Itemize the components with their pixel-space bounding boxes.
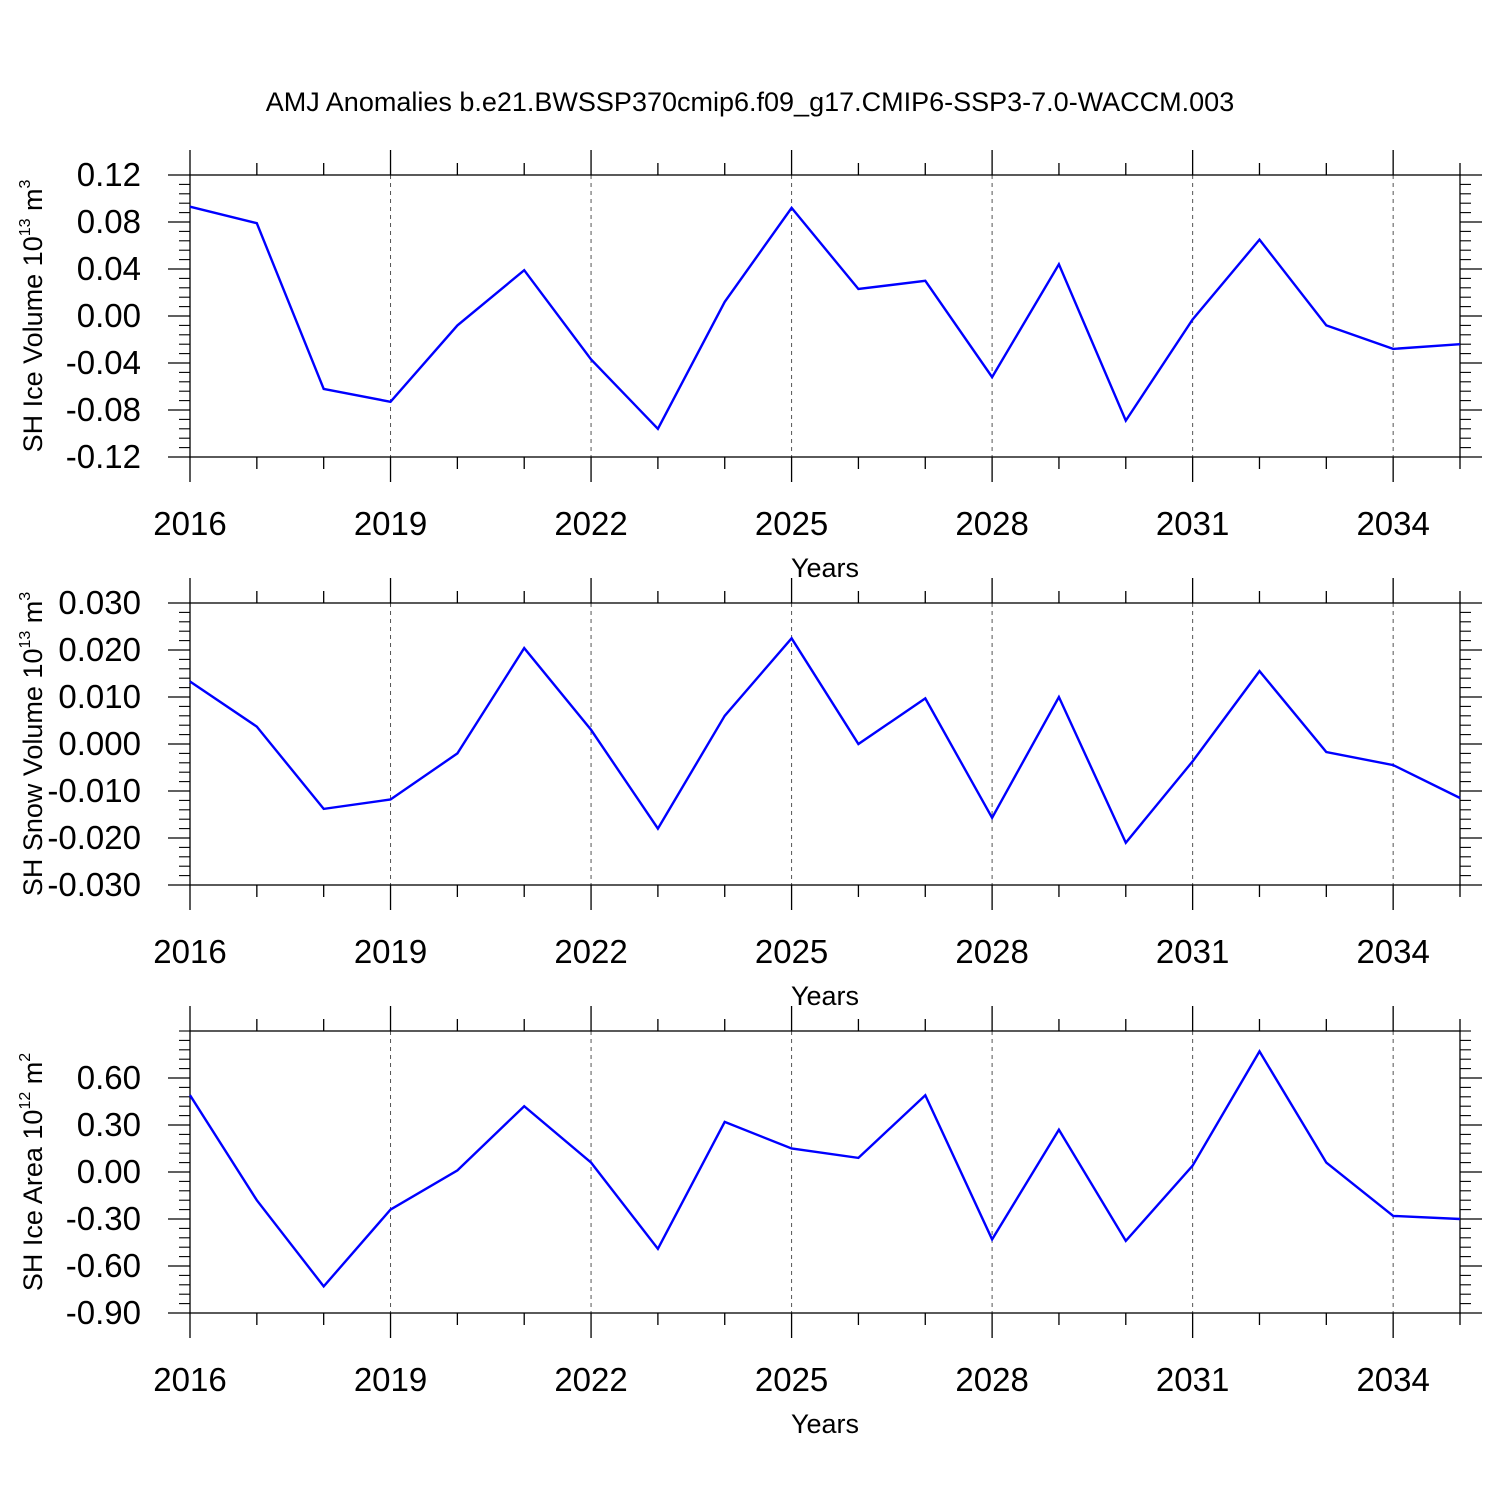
y-tick-label: 0.010 bbox=[58, 678, 141, 715]
plot-frame bbox=[189, 174, 1461, 458]
y-axis-label: SH Snow Volume 1013 m3 bbox=[17, 592, 48, 896]
y-axis-label-part: SH Ice Area 10 bbox=[18, 1110, 48, 1292]
x-tick-label: 2031 bbox=[1156, 505, 1229, 542]
y-tick-label: -0.30 bbox=[66, 1200, 141, 1237]
y-tick-label: -0.030 bbox=[47, 866, 141, 903]
y-axis-label-part: SH Ice Volume 10 bbox=[18, 236, 48, 452]
x-axis-label: Years bbox=[791, 981, 859, 1011]
y-axis-label-superscript: 2 bbox=[17, 1053, 34, 1062]
panel-2: 2016 2019 2022 2025 2028 2031 2034 Years -0.030 -… bbox=[17, 578, 1482, 1011]
y-axis-label-part: SH Snow Volume 10 bbox=[18, 649, 48, 897]
x-tick-label: 2022 bbox=[554, 933, 627, 970]
y-axis-label-part: m bbox=[18, 188, 48, 218]
y-tick-label: -0.020 bbox=[47, 819, 141, 856]
x-tick-label: 2025 bbox=[755, 933, 828, 970]
x-tick-label: 2016 bbox=[153, 1361, 226, 1398]
x-tick-label: 2031 bbox=[1156, 1361, 1229, 1398]
y-axis-label-part: m bbox=[18, 601, 48, 631]
y-axis-label: SH Ice Volume 1013 m3 bbox=[17, 179, 48, 452]
series-line bbox=[189, 205, 1461, 431]
x-tick-label: 2028 bbox=[955, 933, 1028, 970]
x-tick-label: 2025 bbox=[755, 505, 828, 542]
x-tick-label: 2022 bbox=[554, 505, 627, 542]
y-tick-label: 0.30 bbox=[77, 1106, 141, 1143]
y-tick-label: 0.030 bbox=[58, 584, 141, 621]
panel-3: 2016 2019 2022 2025 2028 2031 2034 Years -0.90 -0… bbox=[17, 1006, 1482, 1439]
x-tick-label: 2019 bbox=[354, 1361, 427, 1398]
y-axis-label-superscript: 3 bbox=[17, 592, 34, 601]
x-axis-label: Years bbox=[791, 553, 859, 583]
x-tick-label: 2034 bbox=[1356, 505, 1429, 542]
y-axis-label-superscript: 12 bbox=[17, 1092, 34, 1110]
panel-1: 2016 2019 2022 2025 2028 2031 2034 Years -0.12 -0… bbox=[17, 150, 1482, 583]
x-axis-label: Years bbox=[791, 1409, 859, 1439]
x-tick-label: 2019 bbox=[354, 505, 427, 542]
y-tick-label: -0.60 bbox=[66, 1247, 141, 1284]
y-tick-label: 0.000 bbox=[58, 725, 141, 762]
y-tick-label: 0.08 bbox=[77, 203, 141, 240]
y-tick-label: -0.04 bbox=[66, 344, 141, 381]
plot-frame bbox=[189, 1030, 1461, 1314]
figure-title: AMJ Anomalies b.e21.BWSSP370cmip6.f09_g1… bbox=[266, 87, 1234, 117]
x-tick-label: 2022 bbox=[554, 1361, 627, 1398]
series-line bbox=[188, 1049, 1461, 1289]
y-tick-label: -0.12 bbox=[66, 438, 141, 475]
y-tick-label: 0.020 bbox=[58, 631, 141, 668]
y-tick-label: -0.90 bbox=[66, 1294, 141, 1331]
x-tick-label: 2034 bbox=[1356, 1361, 1429, 1398]
y-tick-label: 0.04 bbox=[77, 250, 141, 287]
x-tick-label: 2028 bbox=[955, 1361, 1028, 1398]
y-axis-label-superscript: 13 bbox=[17, 218, 34, 236]
x-tick-label: 2031 bbox=[1156, 933, 1229, 970]
plot-frame bbox=[189, 602, 1461, 886]
x-tick-label: 2034 bbox=[1356, 933, 1429, 970]
y-axis-label-superscript: 13 bbox=[17, 631, 34, 649]
y-tick-label: 0.00 bbox=[77, 1153, 141, 1190]
y-tick-label: 0.12 bbox=[77, 156, 141, 193]
y-axis-label-superscript: 3 bbox=[17, 179, 34, 188]
x-tick-label: 2016 bbox=[153, 933, 226, 970]
y-tick-label: -0.08 bbox=[66, 391, 141, 428]
y-axis-label: SH Ice Area 1012 m2 bbox=[17, 1053, 48, 1291]
x-tick-label: 2016 bbox=[153, 505, 226, 542]
y-tick-label: -0.010 bbox=[47, 772, 141, 809]
x-tick-label: 2019 bbox=[354, 933, 427, 970]
y-tick-label: 0.00 bbox=[77, 297, 141, 334]
y-tick-label: 0.60 bbox=[77, 1059, 141, 1096]
x-tick-label: 2028 bbox=[955, 505, 1028, 542]
panels: 2016 2019 2022 2025 2028 2031 2034 Years -0.12 -0… bbox=[17, 150, 1482, 1439]
x-tick-label: 2025 bbox=[755, 1361, 828, 1398]
series-line bbox=[189, 636, 1461, 845]
y-axis-label-part: m bbox=[18, 1062, 48, 1092]
